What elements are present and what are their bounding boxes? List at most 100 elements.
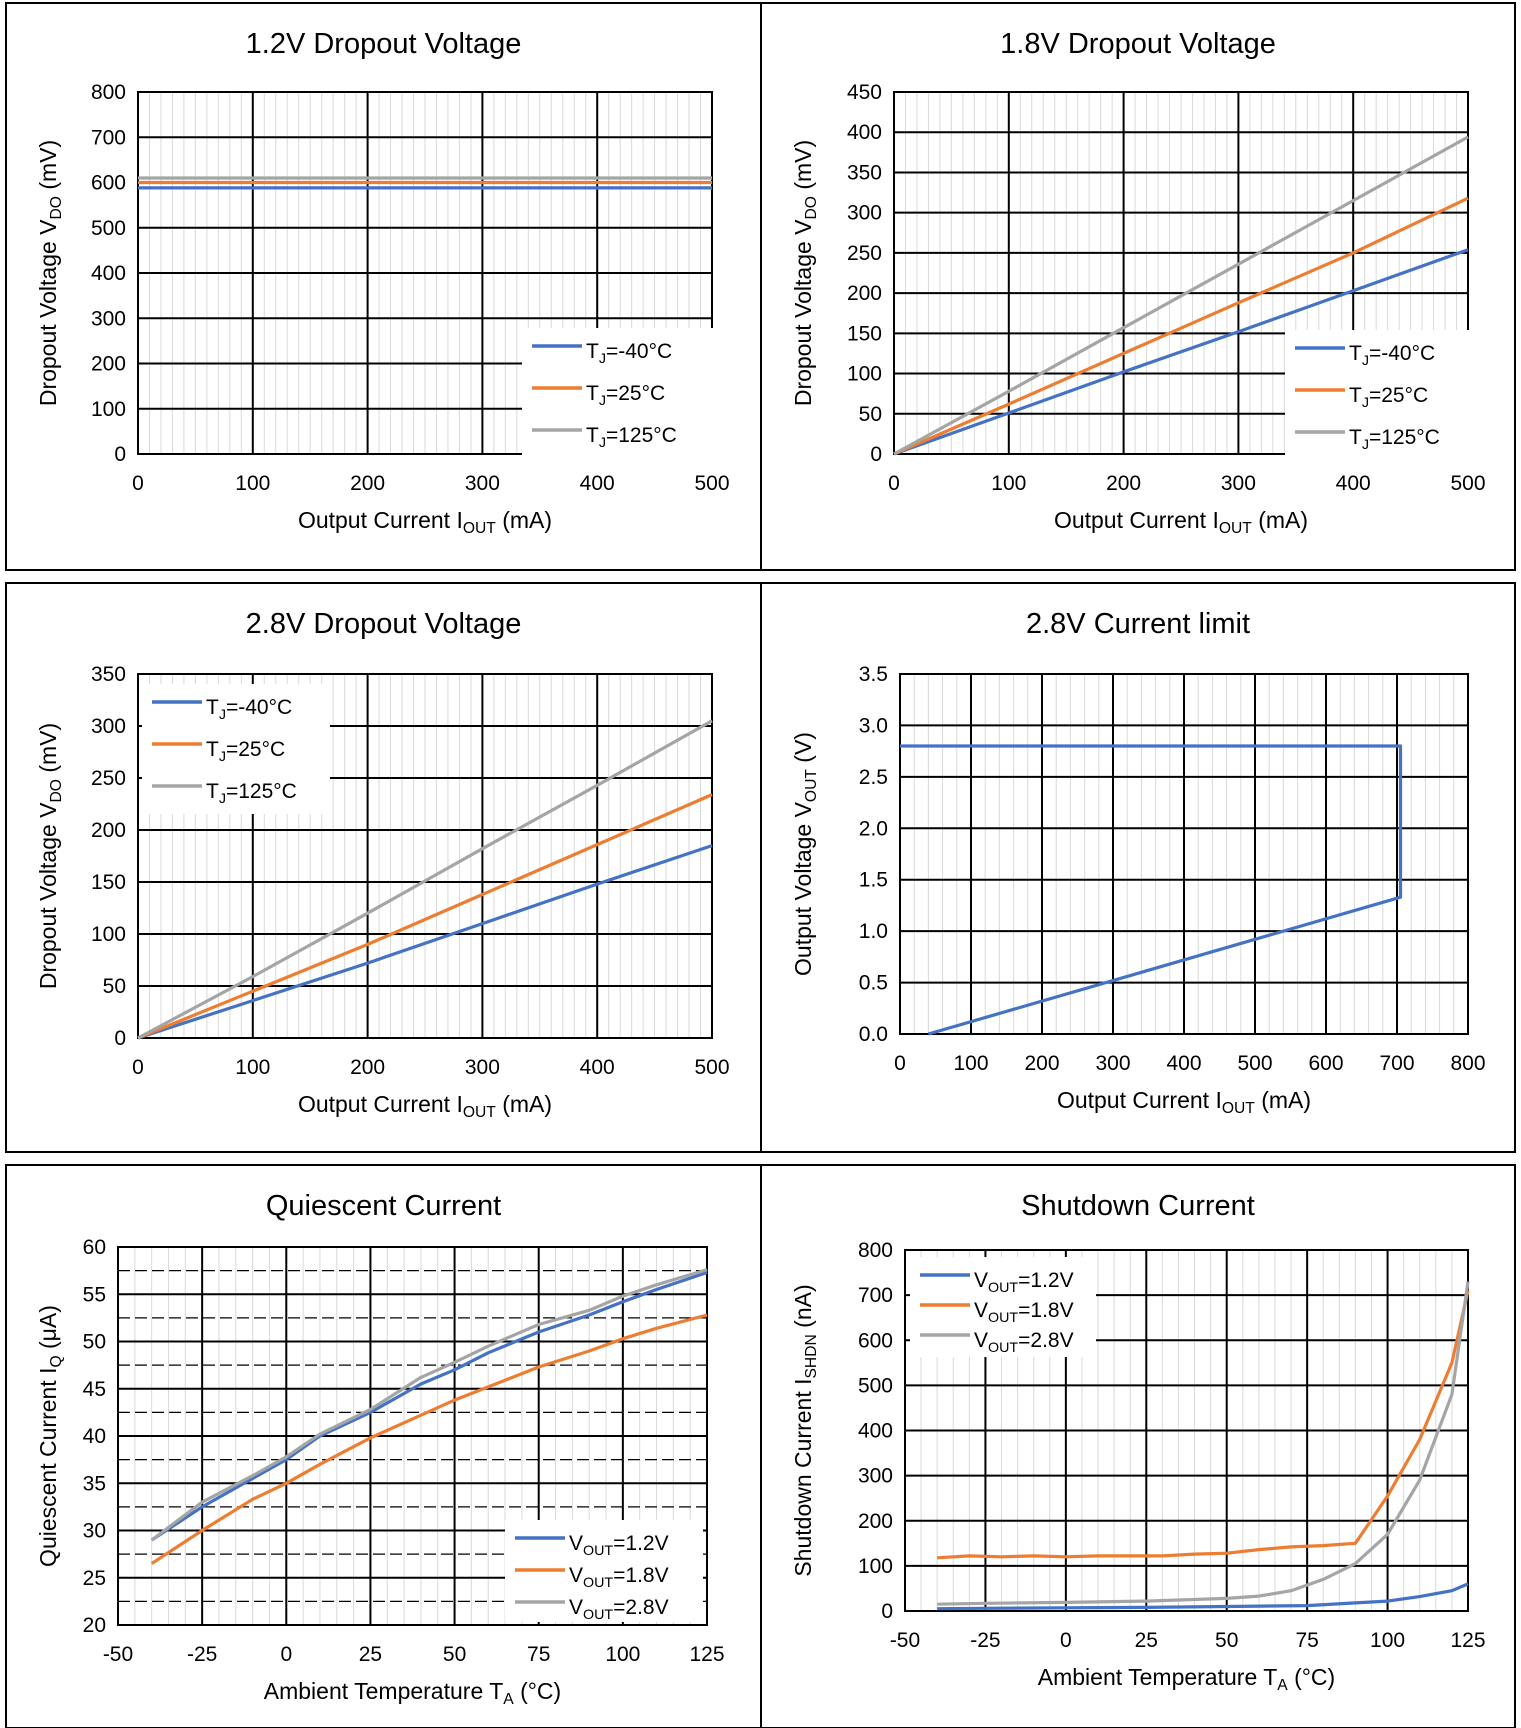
y-tick-label: 35 bbox=[83, 1472, 106, 1495]
x-tick-label: 100 bbox=[605, 1643, 640, 1666]
series-line-3 bbox=[937, 1281, 1470, 1606]
x-axis-label: Output Current IOUT (mA) bbox=[298, 507, 552, 537]
y-tick-label: 600 bbox=[91, 172, 126, 195]
y-tick-label: 500 bbox=[858, 1374, 893, 1397]
chart-panel-6: -50 -25 0 25 50 75 100 125 0 100 200 300 400 500 600 70… bbox=[760, 1164, 1516, 1728]
y-tick-label: 200 bbox=[858, 1510, 893, 1533]
legend-label: VOUT=1.2V bbox=[569, 1532, 669, 1559]
chart-panel-1: 0 100 200 300 400 500 0 100 200 300 400 500 600 700 80… bbox=[5, 2, 762, 571]
chart-panel-2: 0 100 200 300 400 500 0 50 100 150 200 250 300 350 400… bbox=[760, 2, 1516, 571]
legend-label: VOUT=2.8V bbox=[569, 1596, 669, 1623]
x-tick-label: 25 bbox=[1135, 1629, 1158, 1652]
plot-frame bbox=[899, 673, 1469, 1035]
x-tick-label: 0 bbox=[280, 1643, 292, 1666]
y-tick-label: 800 bbox=[91, 81, 126, 104]
y-tick-label: 2.5 bbox=[859, 766, 888, 789]
y-tick-label: 100 bbox=[858, 1555, 893, 1578]
y-tick-label: 150 bbox=[91, 871, 126, 894]
x-tick-label: 50 bbox=[1215, 1629, 1238, 1652]
x-tick-label: 100 bbox=[1370, 1629, 1405, 1652]
y-tick-label: 250 bbox=[91, 767, 126, 790]
y-tick-label: 300 bbox=[858, 1465, 893, 1488]
series-line-3 bbox=[150, 1268, 708, 1542]
y-axis-label: Dropout Voltage VDO (mV) bbox=[35, 140, 65, 406]
x-tick-label: 500 bbox=[694, 472, 729, 495]
chart-title: 2.8V Current limit bbox=[1026, 608, 1250, 640]
y-tick-label: 300 bbox=[91, 715, 126, 738]
x-axis-label: Output Current IOUT (mA) bbox=[1057, 1087, 1311, 1117]
legend: TJ=-40°C TJ=25°C TJ=125°C bbox=[142, 684, 330, 814]
y-tick-label: 200 bbox=[91, 353, 126, 376]
legend-label: TJ=25°C bbox=[206, 738, 285, 765]
y-tick-label: 100 bbox=[847, 363, 882, 386]
x-tick-label: 300 bbox=[1221, 472, 1256, 495]
x-tick-label: -50 bbox=[103, 1643, 133, 1666]
series-line-3 bbox=[893, 135, 1469, 456]
y-axis-label: Quiescent Current IQ (μA) bbox=[35, 1305, 65, 1567]
series-line-2 bbox=[893, 196, 1469, 456]
chart-title: Shutdown Current bbox=[1021, 1190, 1255, 1222]
y-tick-label: 1.5 bbox=[859, 869, 888, 892]
y-tick-label: 250 bbox=[847, 242, 882, 265]
legend-label: TJ=25°C bbox=[586, 382, 665, 409]
x-tick-label: 75 bbox=[1295, 1629, 1318, 1652]
plot-frame bbox=[137, 673, 713, 1039]
x-axis-label: Output Current IOUT (mA) bbox=[1054, 507, 1308, 537]
y-tick-label: 45 bbox=[83, 1378, 106, 1401]
legend-label: VOUT=1.2V bbox=[974, 1269, 1074, 1296]
x-tick-label: 0 bbox=[132, 1056, 144, 1079]
x-tick-label: 300 bbox=[465, 472, 500, 495]
plot-frame bbox=[904, 1249, 1469, 1612]
y-tick-label: 20 bbox=[83, 1614, 106, 1637]
chart-panel-4: 0 100 200 300 400 500 600 700 800 0.0 0.5 1.0 1.5 2.0… bbox=[760, 582, 1516, 1153]
legend-label: TJ=125°C bbox=[1349, 426, 1440, 453]
y-tick-label: 2.0 bbox=[859, 817, 888, 840]
y-tick-label: 700 bbox=[91, 126, 126, 149]
panel-border bbox=[5, 582, 762, 1153]
chart-panel-5: -50 -25 0 25 50 75 100 125 20 25 30 35 40 45 50 55 60 Qui… bbox=[5, 1164, 762, 1728]
x-tick-label: 0 bbox=[1060, 1629, 1072, 1652]
x-tick-label: 0 bbox=[132, 472, 144, 495]
y-tick-label: 450 bbox=[847, 81, 882, 104]
x-tick-label: 400 bbox=[580, 1056, 615, 1079]
x-tick-label: -50 bbox=[890, 1629, 920, 1652]
x-tick-label: 400 bbox=[1166, 1052, 1201, 1075]
legend: VOUT=1.2V VOUT=1.8V VOUT=2.8V bbox=[505, 1520, 703, 1623]
chart-panel-3: 0 100 200 300 400 500 0 50 100 150 200 250 300 350 2.8… bbox=[5, 582, 762, 1153]
y-tick-label: 0.5 bbox=[859, 972, 888, 995]
x-tick-label: 125 bbox=[1450, 1629, 1485, 1652]
x-axis-label: Output Current IOUT (mA) bbox=[298, 1091, 552, 1121]
series-line-1 bbox=[900, 744, 1403, 1036]
x-tick-label: 200 bbox=[1106, 472, 1141, 495]
legend-box bbox=[522, 328, 717, 458]
legend-label: TJ=-40°C bbox=[206, 696, 292, 723]
y-tick-label: 0 bbox=[114, 1027, 126, 1050]
x-axis-label: Ambient Temperature TA (°C) bbox=[1038, 1664, 1335, 1694]
y-tick-label: 60 bbox=[83, 1236, 106, 1259]
y-axis-label: Dropout Voltage VDO (mV) bbox=[790, 140, 820, 406]
y-tick-label: 300 bbox=[847, 202, 882, 225]
x-tick-label: 400 bbox=[1336, 472, 1371, 495]
x-tick-label: 0 bbox=[894, 1052, 906, 1075]
legend-label: TJ=125°C bbox=[206, 780, 297, 807]
chart-title: 2.8V Dropout Voltage bbox=[246, 608, 522, 640]
panel-border bbox=[760, 1164, 1516, 1728]
legend-label: TJ=125°C bbox=[586, 424, 677, 451]
y-tick-label: 400 bbox=[858, 1420, 893, 1443]
x-tick-label: -25 bbox=[187, 1643, 217, 1666]
y-tick-label: 150 bbox=[847, 322, 882, 345]
y-tick-label: 50 bbox=[859, 403, 882, 426]
legend-label: TJ=-40°C bbox=[586, 340, 672, 367]
panel-border bbox=[760, 582, 1516, 1153]
x-tick-label: 100 bbox=[991, 472, 1026, 495]
panel-border bbox=[5, 2, 762, 571]
y-tick-label: 0 bbox=[114, 443, 126, 466]
y-tick-label: 600 bbox=[858, 1329, 893, 1352]
y-tick-label: 1.0 bbox=[859, 920, 888, 943]
legend: TJ=-40°C TJ=25°C TJ=125°C bbox=[522, 328, 717, 458]
y-tick-label: 100 bbox=[91, 923, 126, 946]
legend-label: TJ=25°C bbox=[1349, 384, 1428, 411]
x-tick-label: 400 bbox=[580, 472, 615, 495]
y-tick-label: 0.0 bbox=[859, 1023, 888, 1046]
